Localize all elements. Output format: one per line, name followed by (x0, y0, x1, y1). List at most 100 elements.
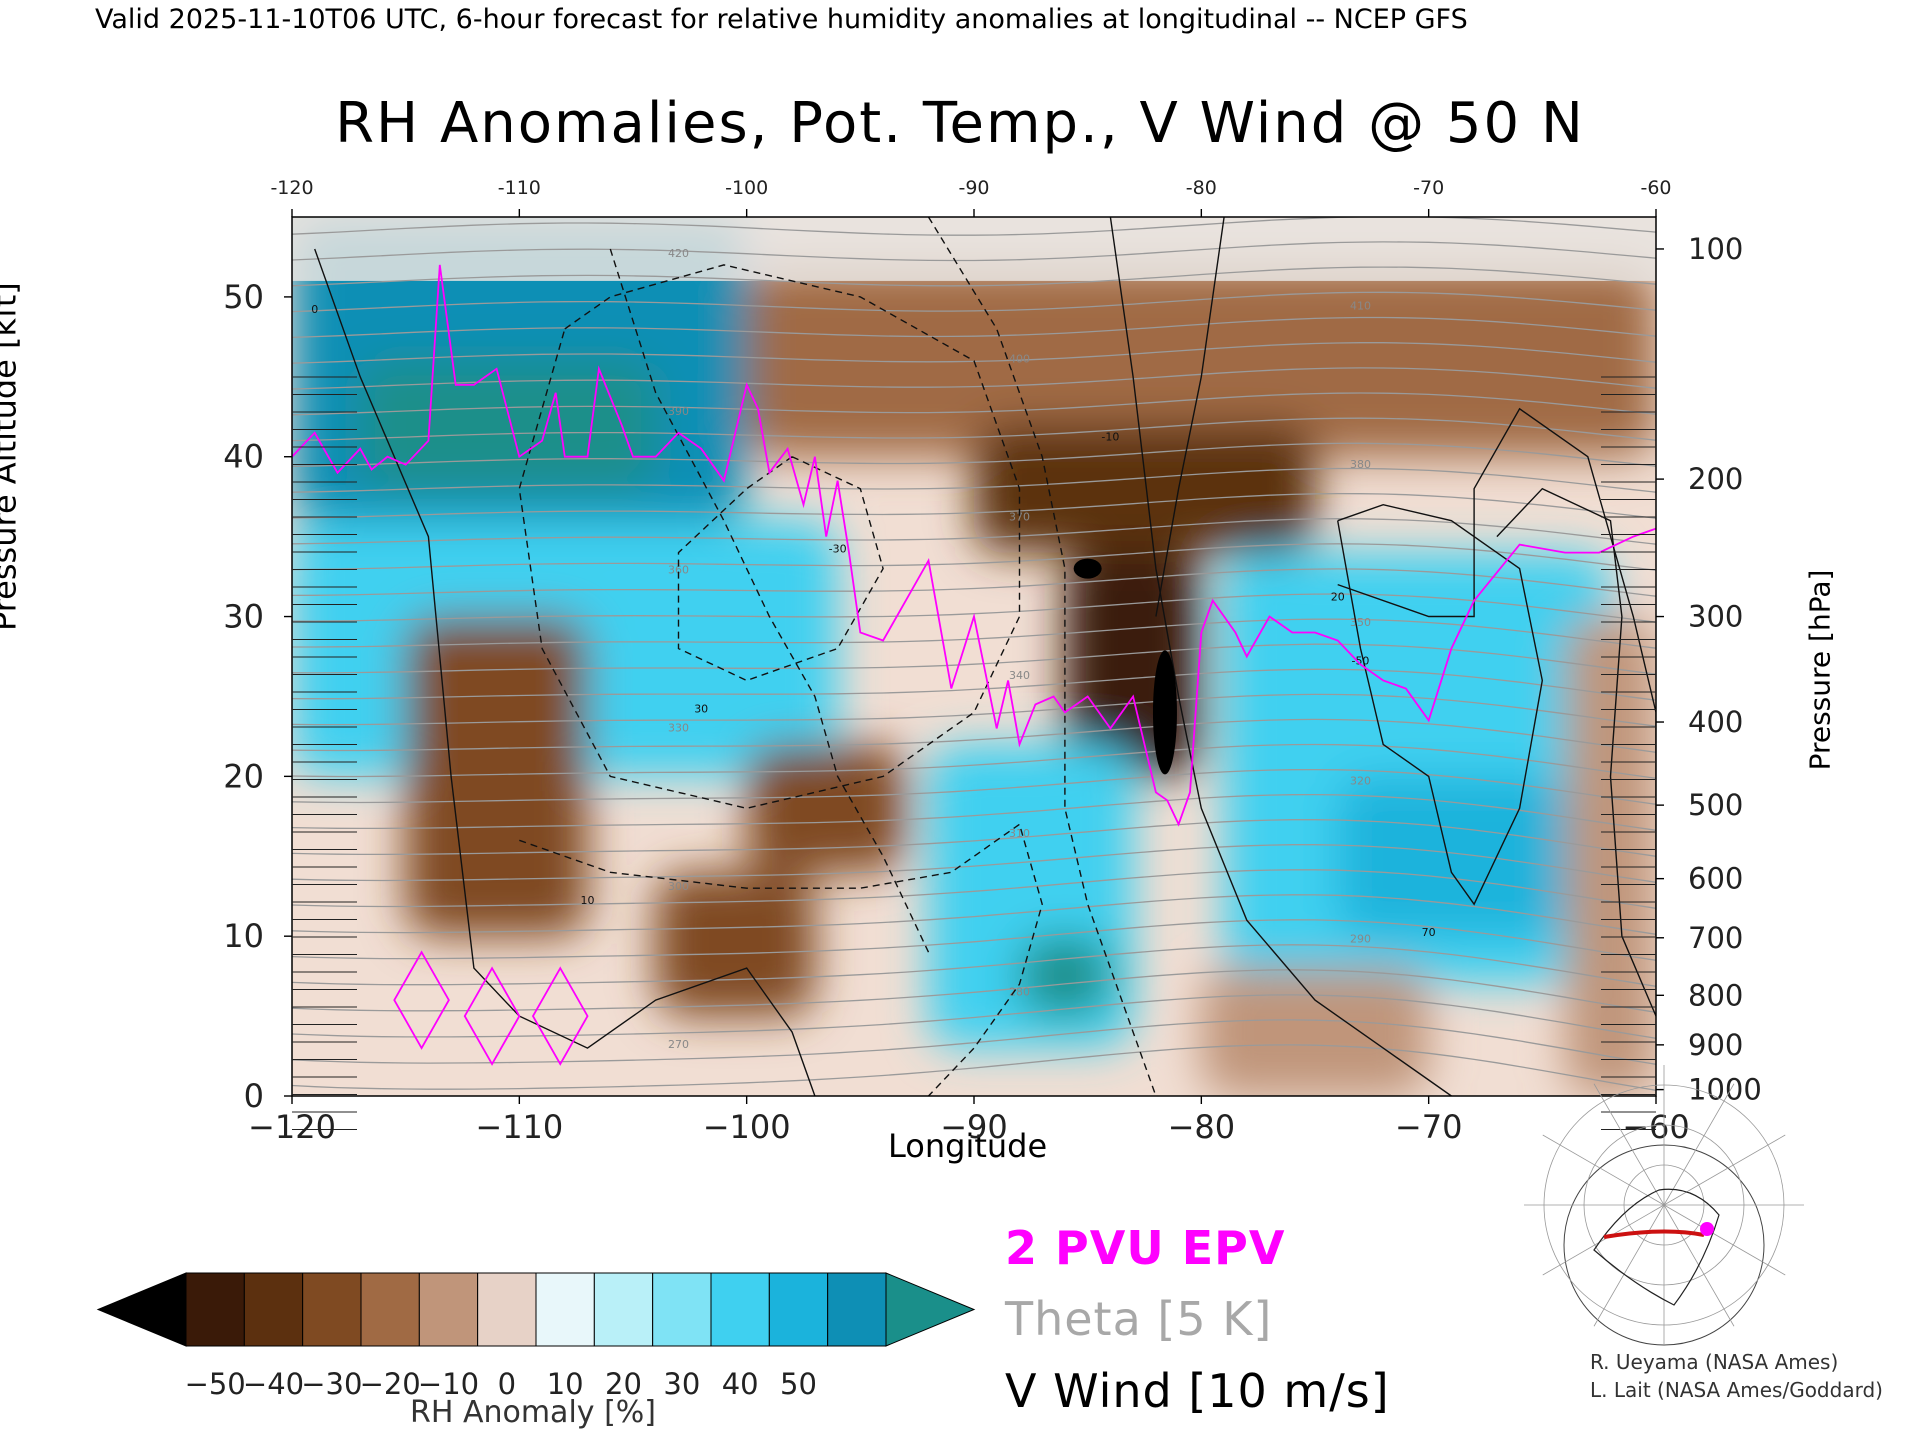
legend-theta: Theta [5 K] (1005, 1292, 1273, 1346)
theta-contour (292, 417, 1656, 442)
vwind-contour (1337, 407, 1656, 937)
y-tick-label: 20 (223, 757, 264, 795)
x-tick-label: −120 (248, 1108, 336, 1146)
theta-label: 360 (668, 563, 689, 576)
map-marker (1700, 1222, 1714, 1236)
credit-line-1: R. Ueyama (NASA Ames) (1590, 1350, 1839, 1374)
vwind-contour (1337, 503, 1544, 906)
y-tick-right-label: 700 (1688, 921, 1743, 955)
vwind-label: -30 (829, 543, 847, 556)
x-tick-top-label: -70 (1413, 177, 1444, 199)
y-tick-right-label: 500 (1688, 788, 1743, 822)
vwind-label: -50 (1351, 654, 1369, 667)
colorbar-tick-label: −40 (243, 1367, 304, 1401)
colorbar-tick-label: 10 (547, 1367, 584, 1401)
axes: −120-120−110-110−100-100−90-90−80-80−70-… (223, 177, 1762, 1146)
credit-line-2: L. Lait (NASA Ames/Goddard) (1590, 1378, 1883, 1402)
theta-contour (292, 1019, 1656, 1065)
vwind-contour (677, 456, 884, 682)
x-tick-label: −60 (1622, 1108, 1690, 1146)
theta-contour (292, 316, 1656, 339)
map-meridian (1593, 1083, 1665, 1206)
map-meridian (1542, 1204, 1665, 1276)
rh-region (1019, 936, 1111, 1017)
colorbar-bin (768, 1272, 829, 1347)
y-tick-right-label: 200 (1688, 462, 1743, 496)
rh-upper-band (292, 217, 1656, 281)
colorbar-tick-label: −20 (360, 1367, 421, 1401)
x-tick-top-label: -100 (725, 177, 768, 199)
x-tick-label: −80 (1168, 1108, 1236, 1146)
vwind-contour (1155, 217, 1225, 617)
x-tick-top-label: -80 (1186, 177, 1217, 199)
x-tick-label: −90 (940, 1108, 1008, 1146)
theta-label: 320 (1350, 774, 1371, 787)
vwind-label: 10 (581, 894, 595, 907)
theta-contour (292, 844, 1656, 883)
colorbar-bin (710, 1272, 770, 1347)
theta-contour (292, 467, 1656, 493)
theta-contour (292, 693, 1656, 727)
colorbar-bin (302, 1272, 362, 1347)
theta-contour (292, 492, 1656, 519)
rh-core-min (1073, 558, 1102, 579)
theta-contour (292, 618, 1656, 649)
y-tick-right-label: 1000 (1688, 1073, 1762, 1107)
map-meridian (1663, 1083, 1735, 1206)
vwind-label: 20 (1331, 591, 1345, 604)
colorbar: −50−40−30−20−10 0 10 20 30 40 50 (96, 1272, 976, 1401)
epv-blob (463, 966, 521, 1066)
colorbar-bin (827, 1272, 887, 1347)
rh-region (1201, 968, 1429, 1096)
x-tick-top-label: -110 (498, 177, 541, 199)
colorbar-bin (593, 1272, 654, 1347)
theta-contour (292, 643, 1656, 675)
theta-label: 310 (1009, 827, 1030, 840)
colorbar-bin (477, 1272, 537, 1347)
colorbar-bin (243, 1272, 304, 1347)
theta-contour (292, 894, 1656, 935)
theta-contour (292, 1044, 1656, 1091)
y-tick-label: 0 (244, 1077, 264, 1115)
theta-contour (292, 819, 1656, 857)
y-tick-label: 30 (223, 598, 264, 636)
vwind-label: 0 (311, 303, 318, 316)
rh-region (655, 872, 815, 1017)
theta-contour (292, 919, 1656, 961)
theta-contour (292, 793, 1656, 831)
colorbar-tick-label: −10 (418, 1367, 479, 1401)
theta-label: 390 (668, 405, 689, 418)
theta-contour (292, 994, 1656, 1039)
theta-contour (292, 392, 1656, 416)
theta-contour (292, 668, 1656, 701)
vwind-contour (1496, 487, 1656, 1017)
colorbar-tick-label: −50 (185, 1367, 246, 1401)
theta-contour (292, 969, 1656, 1013)
map-meridian (1593, 1204, 1665, 1327)
theta-contour (292, 266, 1656, 287)
theta-contour (292, 543, 1656, 571)
x-tick-label: −110 (475, 1108, 563, 1146)
y-tick-right-label: 100 (1688, 232, 1743, 266)
colorbar-bin (535, 1272, 595, 1347)
rh-anomaly-field (292, 217, 1656, 1096)
rh-region (1064, 552, 1202, 777)
theta-contour (292, 217, 1656, 236)
chart-title: RH Anomalies, Pot. Temp., V Wind @ 50 N (335, 91, 1585, 156)
x-tick-label: −100 (703, 1108, 791, 1146)
legend-epv: 2 PVU EPV (1005, 1221, 1286, 1275)
colorbar-label: RH Anomaly [%] (410, 1395, 656, 1430)
theta-label: 410 (1350, 300, 1371, 313)
y-tick-right-label: 400 (1688, 705, 1743, 739)
y-tick-right-label: 900 (1688, 1028, 1743, 1062)
epv-blob (531, 966, 589, 1066)
y-tick-label: 10 (223, 917, 264, 955)
vwind-contour (518, 264, 1021, 810)
theta-contour (292, 944, 1656, 987)
colorbar-bin (652, 1272, 712, 1347)
header-text: Valid 2025-11-10T06 UTC, 6-hour forecast… (95, 4, 1468, 35)
map-track (1603, 1229, 1705, 1239)
colorbar-bin (185, 1272, 245, 1347)
x-tick-top-label: -60 (1640, 177, 1671, 199)
theta-label: 400 (1009, 352, 1030, 365)
